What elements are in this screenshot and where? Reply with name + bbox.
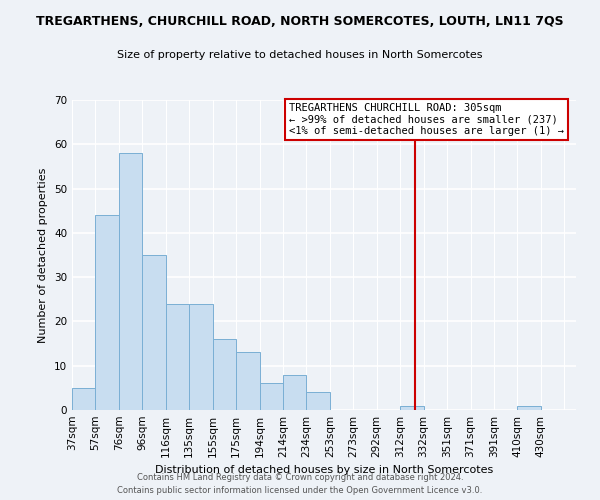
Bar <box>307 392 330 410</box>
Bar <box>400 406 424 410</box>
Bar <box>119 153 142 410</box>
Bar <box>72 388 95 410</box>
Bar <box>95 215 119 410</box>
Text: Contains HM Land Registry data © Crown copyright and database right 2024.: Contains HM Land Registry data © Crown c… <box>137 472 463 482</box>
Bar <box>517 406 541 410</box>
Y-axis label: Number of detached properties: Number of detached properties <box>38 168 49 342</box>
Bar <box>212 339 236 410</box>
Bar <box>166 304 189 410</box>
Bar <box>142 255 166 410</box>
Text: Contains public sector information licensed under the Open Government Licence v3: Contains public sector information licen… <box>118 486 482 495</box>
Text: Size of property relative to detached houses in North Somercotes: Size of property relative to detached ho… <box>117 50 483 60</box>
Text: TREGARTHENS CHURCHILL ROAD: 305sqm
← >99% of detached houses are smaller (237)
<: TREGARTHENS CHURCHILL ROAD: 305sqm ← >99… <box>289 103 564 136</box>
Bar <box>236 352 260 410</box>
Text: TREGARTHENS, CHURCHILL ROAD, NORTH SOMERCOTES, LOUTH, LN11 7QS: TREGARTHENS, CHURCHILL ROAD, NORTH SOMER… <box>36 15 564 28</box>
Bar <box>283 374 307 410</box>
Bar <box>189 304 212 410</box>
Bar <box>260 384 283 410</box>
X-axis label: Distribution of detached houses by size in North Somercotes: Distribution of detached houses by size … <box>155 466 493 475</box>
